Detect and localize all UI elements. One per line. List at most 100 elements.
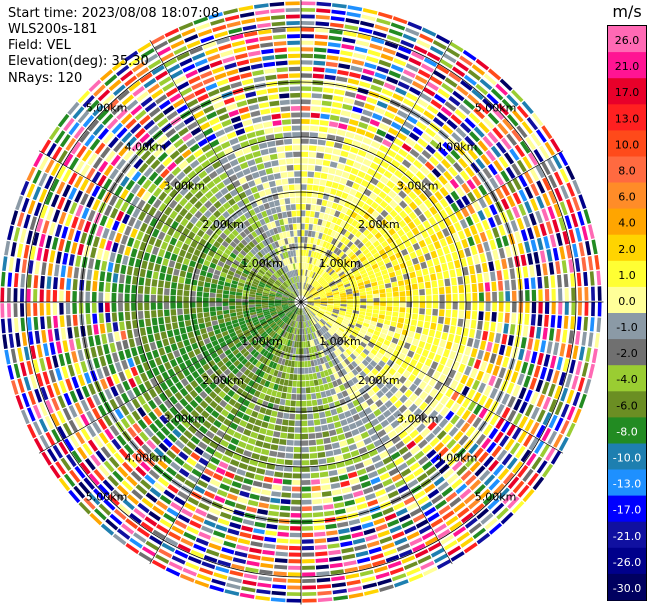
velocity-gate	[224, 236, 233, 244]
velocity-gate	[306, 293, 312, 299]
velocity-gate	[404, 473, 415, 483]
velocity-gate	[275, 551, 288, 557]
velocity-gate	[371, 317, 378, 322]
velocity-gate	[344, 366, 351, 373]
velocity-gate	[325, 266, 332, 273]
velocity-gate	[264, 254, 270, 261]
velocity-gate	[288, 303, 295, 306]
velocity-gate	[333, 275, 340, 281]
velocity-gate	[99, 271, 106, 282]
velocity-gate	[447, 261, 455, 270]
velocity-gate	[446, 119, 458, 130]
velocity-gate	[198, 170, 208, 179]
velocity-gate	[486, 93, 499, 106]
velocity-gate	[85, 182, 95, 195]
velocity-gate	[332, 343, 338, 350]
velocity-gate	[131, 311, 137, 320]
velocity-gate	[544, 302, 550, 314]
velocity-gate	[333, 502, 345, 509]
velocity-gate	[207, 267, 215, 274]
velocity-gate	[303, 289, 306, 296]
velocity-gate	[20, 180, 30, 196]
velocity-gate	[329, 374, 336, 382]
velocity-gate	[176, 224, 185, 233]
velocity-gate	[301, 125, 310, 131]
velocity-gate	[537, 314, 543, 327]
velocity-gate	[557, 274, 562, 288]
velocity-gate	[425, 432, 435, 443]
velocity-gate	[181, 243, 189, 251]
velocity-gate	[328, 194, 335, 202]
velocity-gate	[366, 206, 375, 215]
velocity-gate	[328, 353, 334, 361]
velocity-gate	[290, 513, 301, 518]
velocity-gate	[78, 481, 91, 495]
velocity-gate	[91, 185, 101, 198]
velocity-gate	[289, 304, 296, 308]
velocity-gate	[522, 488, 535, 503]
velocity-gate	[314, 385, 320, 393]
velocity-gate	[72, 279, 78, 291]
velocity-gate	[285, 280, 291, 286]
velocity-gate	[367, 352, 375, 360]
velocity-gate	[320, 295, 327, 298]
velocity-gate	[346, 194, 354, 202]
velocity-gate	[292, 380, 297, 387]
velocity-gate	[397, 462, 408, 472]
velocity-gate	[571, 302, 576, 316]
velocity-gate	[377, 530, 390, 538]
velocity-gate	[524, 418, 534, 432]
velocity-gate	[140, 96, 153, 108]
velocity-gate	[271, 355, 277, 362]
velocity-gate	[308, 250, 312, 257]
velocity-gate	[313, 281, 319, 288]
velocity-gate	[203, 468, 215, 477]
velocity-gate	[305, 314, 309, 321]
velocity-gate	[52, 146, 63, 161]
velocity-gate	[492, 108, 505, 121]
velocity-gate	[522, 325, 529, 337]
velocity-gate	[442, 468, 454, 480]
velocity-gate	[53, 315, 59, 328]
velocity-gate	[170, 444, 181, 455]
velocity-gate	[38, 172, 48, 187]
velocity-gate	[80, 428, 91, 441]
velocity-gate	[269, 368, 275, 376]
velocity-gate	[353, 302, 360, 305]
velocity-gate	[159, 381, 169, 391]
velocity-gate	[222, 356, 230, 364]
velocity-gate	[530, 351, 538, 364]
velocity-gate	[122, 461, 133, 473]
velocity-gate	[301, 34, 314, 39]
velocity-gate	[55, 341, 63, 354]
velocity-gate	[209, 195, 218, 204]
velocity-gate	[328, 280, 335, 286]
velocity-gate	[283, 316, 289, 323]
velocity-gate	[325, 249, 331, 257]
velocity-gate	[576, 272, 582, 287]
velocity-gate	[174, 262, 182, 270]
velocity-gate	[368, 146, 378, 155]
velocity-gate	[318, 458, 327, 465]
velocity-gate	[321, 377, 328, 384]
velocity-gate	[278, 269, 283, 276]
velocity-gate	[247, 251, 255, 258]
velocity-gate	[138, 211, 147, 222]
velocity-gate	[483, 194, 493, 206]
velocity-gate	[430, 517, 444, 528]
velocity-gate	[340, 304, 347, 307]
velocity-gate	[274, 302, 282, 304]
velocity-gate	[269, 307, 276, 311]
velocity-gate	[538, 302, 543, 314]
velocity-gate	[209, 381, 217, 390]
velocity-gate	[378, 360, 386, 368]
velocity-gate	[501, 406, 511, 419]
velocity-gate	[147, 183, 157, 194]
velocity-gate	[527, 338, 534, 350]
velocity-gate	[344, 316, 351, 321]
velocity-gate	[239, 490, 250, 498]
velocity-gate	[67, 266, 73, 278]
velocity-gate	[51, 428, 61, 443]
velocity-gate	[213, 451, 224, 460]
velocity-gate	[550, 315, 556, 328]
